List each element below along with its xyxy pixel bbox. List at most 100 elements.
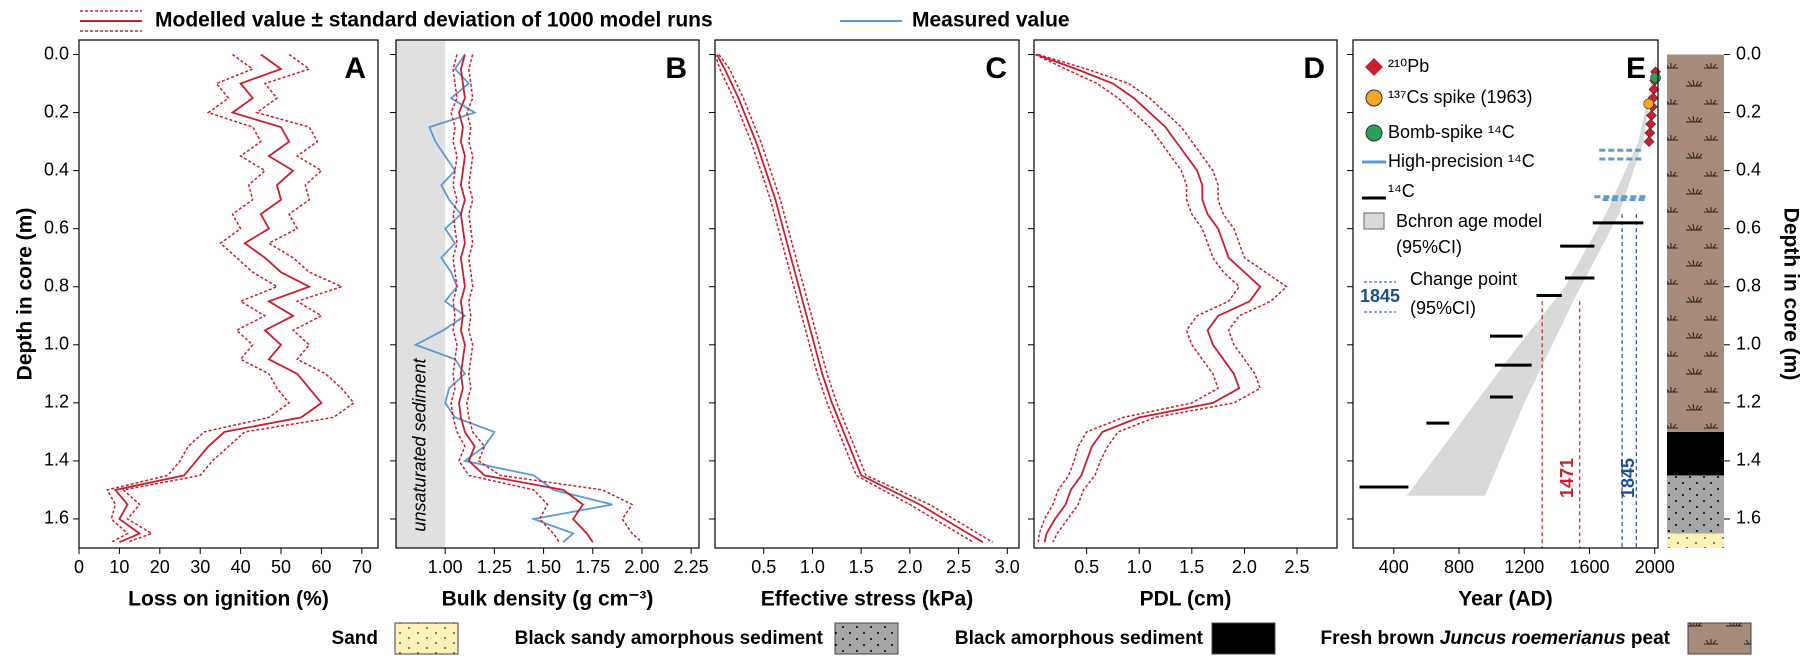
x-tick-label: 2.0: [897, 557, 922, 577]
lithology-label: Black sandy amorphous sediment: [515, 628, 824, 649]
lithology-swatch-texture: [395, 623, 458, 654]
x-tick-label: 0.5: [1074, 557, 1099, 577]
series-line: [458, 54, 594, 543]
x-tick-label: 1.00: [428, 557, 463, 577]
x-tick-label: 70: [352, 557, 372, 577]
y-tick-label: 1.6: [1736, 508, 1761, 528]
panel-letter: B: [665, 52, 687, 85]
sd-line: [1034, 53, 1241, 543]
x-axis-label: Effective stress (kPa): [761, 588, 973, 611]
x-tick-label: 2.5: [946, 557, 971, 577]
y-axis-label: Depth in core (m): [1779, 208, 1802, 381]
cs137-point: [1643, 98, 1655, 110]
x-tick-label: 3.0: [995, 557, 1020, 577]
panel-letter: E: [1626, 52, 1646, 85]
core-texture: [1667, 533, 1724, 548]
y-tick-label: 0.2: [44, 101, 69, 121]
y-tick-label: 1.2: [1736, 392, 1761, 412]
x-tick-label: 20: [150, 557, 170, 577]
legend-marker: [1365, 124, 1383, 142]
pb210-point: [1643, 136, 1655, 148]
change-point-label: 1471: [1557, 458, 1577, 498]
y-tick-label: 0.8: [44, 275, 69, 295]
x-tick-label: 2.5: [1285, 557, 1310, 577]
x-tick-label: 0: [74, 557, 84, 577]
panel-letter: D: [1303, 52, 1325, 85]
x-tick-label: 40: [231, 557, 251, 577]
legend-sample: 1845: [1360, 286, 1400, 306]
series-line: [113, 53, 323, 544]
legend-label: ²¹⁰Pb: [1388, 56, 1429, 76]
core-texture: [1667, 54, 1724, 432]
x-tick-label: 800: [1444, 557, 1474, 577]
y-tick-label: 0.2: [1736, 101, 1761, 121]
y-axis-label: Depth in core (m): [14, 208, 37, 381]
y-tick-label: 1.0: [44, 334, 69, 354]
panel-frame: [78, 39, 379, 549]
legend-label: High-precision ¹⁴C: [1388, 151, 1535, 171]
x-tick-label: 1.0: [800, 557, 825, 577]
legend-label: ¹³⁷Cs spike (1963): [1388, 87, 1533, 107]
legend-label: Modelled value ± standard deviation of 1…: [155, 9, 713, 32]
series-line: [716, 54, 984, 543]
y-tick-label: 1.0: [1736, 334, 1761, 354]
sd-line: [718, 54, 994, 543]
y-tick-label: 0.8: [1736, 275, 1761, 295]
x-tick-label: 2.00: [624, 557, 659, 577]
legend-label: Measured value: [912, 9, 1070, 32]
core-texture: [1667, 475, 1724, 534]
x-tick-label: 1.25: [477, 557, 512, 577]
core-layer: [1667, 431, 1724, 476]
legend-marker: [1365, 58, 1383, 76]
x-tick-label: 2000: [1635, 557, 1675, 577]
legend-label: (95%CI): [1410, 298, 1476, 318]
panel-frame: [395, 39, 700, 549]
x-tick-label: 1.5: [849, 557, 874, 577]
y-tick-label: 1.4: [44, 450, 69, 470]
y-tick-label: 0.0: [1736, 43, 1761, 63]
y-tick-label: 0.4: [44, 159, 69, 179]
legend-label: ¹⁴C: [1388, 181, 1415, 201]
lithology-label-part: Juncus roemerianus: [1440, 628, 1626, 649]
legend-marker: [1365, 89, 1383, 107]
legend-marker: [1363, 212, 1385, 230]
panel-frame: [1033, 39, 1338, 549]
panel-letter: C: [985, 52, 1007, 85]
legend-label: Change point: [1410, 269, 1517, 289]
x-axis-label: Year (AD): [1458, 588, 1553, 611]
sd-line: [466, 54, 643, 543]
x-tick-label: 0.5: [751, 557, 776, 577]
x-axis-label: Bulk density (g cm⁻³): [442, 588, 654, 611]
sd-line: [1037, 53, 1288, 543]
lithology-swatch-texture: [1688, 623, 1751, 654]
y-tick-label: 0.6: [44, 217, 69, 237]
x-tick-label: 400: [1379, 557, 1409, 577]
legend-label: (95%CI): [1396, 237, 1462, 257]
legend-label: Bomb-spike ¹⁴C: [1388, 122, 1515, 142]
y-tick-label: 0.4: [1736, 159, 1761, 179]
x-tick-label: 10: [109, 557, 129, 577]
panel-frame: [714, 39, 1020, 549]
x-tick-label: 1600: [1569, 557, 1609, 577]
x-tick-label: 1.50: [526, 557, 561, 577]
x-tick-label: 1200: [1504, 557, 1544, 577]
x-tick-label: 1.75: [575, 557, 610, 577]
change-point-label: 1845: [1618, 458, 1638, 498]
y-tick-label: 1.6: [44, 508, 69, 528]
lithology-label-part: peat: [1626, 628, 1671, 649]
legend-label: Bchron age model: [1396, 211, 1542, 231]
y-tick-label: 0.6: [1736, 217, 1761, 237]
sd-line: [450, 54, 560, 543]
sd-line: [714, 54, 974, 543]
x-tick-label: 2.0: [1232, 557, 1257, 577]
x-axis-label: Loss on ignition (%): [128, 588, 329, 611]
x-tick-label: 1.0: [1127, 557, 1152, 577]
x-tick-label: 1.5: [1179, 557, 1204, 577]
series-line: [1035, 53, 1262, 543]
x-tick-label: 50: [271, 557, 291, 577]
x-tick-label: 60: [311, 557, 331, 577]
lithology-label: Fresh brown Juncus roemerianus peat: [1321, 628, 1671, 649]
series-line: [413, 53, 613, 543]
